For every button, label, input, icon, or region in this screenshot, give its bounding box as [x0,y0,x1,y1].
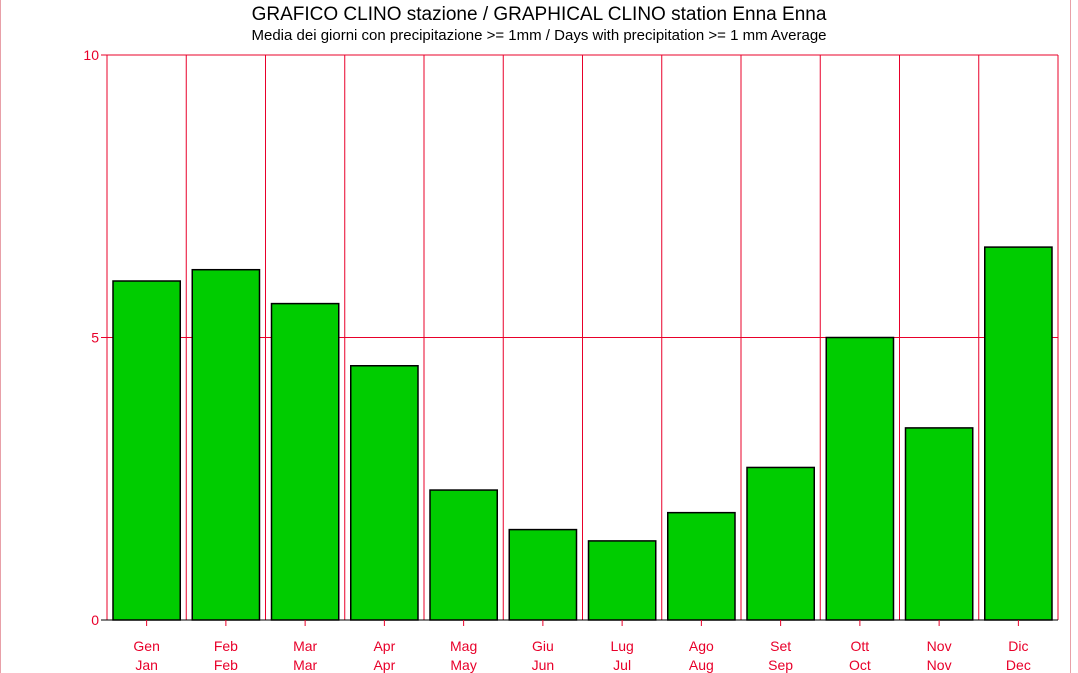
bar-dec [984,246,1053,621]
x-tick-label-it: Ott [851,638,870,654]
x-tick-label-en: Apr [373,657,395,673]
x-tick-label-it: Mag [450,638,477,654]
bar-feb [191,268,261,621]
x-tick-label-it: Lug [610,638,633,654]
bar-may [429,489,498,621]
chart-title: GRAFICO CLINO stazione / GRAPHICAL CLINO… [251,4,827,25]
x-tick-label-en: Feb [214,657,238,673]
y-tick-label: 0 [91,612,99,628]
x-tick-label-it: Ago [689,638,714,654]
y-tick-label: 5 [91,330,99,346]
x-tick-label-it: Dic [1008,638,1028,654]
x-tick-label-it: Giu [532,638,554,654]
x-tick-label-en: Jul [613,657,631,673]
x-tick-label-en: Sep [768,657,793,673]
chart-subtitle: Media dei giorni con precipitazione >= 1… [251,27,827,44]
x-tick-label-en: Aug [689,657,714,673]
x-tick-label-en: May [450,657,476,673]
frame-left-border [0,0,1,673]
x-tick-label-it: Nov [927,638,952,654]
bar-jan [112,280,181,621]
x-tick-label-en: Nov [927,657,952,673]
x-tick-label-it: Feb [214,638,238,654]
bar-aug [667,511,736,621]
bar-sep [746,466,815,621]
y-tick-label: 10 [83,47,99,63]
bar-jul [587,540,657,621]
x-tick-label-en: Jan [135,657,158,673]
x-tick-label-it: Gen [133,638,159,654]
frame-right-border [1070,0,1071,673]
x-tick-label-en: Dec [1006,657,1031,673]
bar-oct [825,336,895,621]
x-tick-label-it: Set [770,638,791,654]
bar-jun [508,528,578,621]
x-tick-label-en: Jun [532,657,555,673]
x-tick-label-en: Mar [293,657,317,673]
x-tick-label-en: Oct [849,657,871,673]
bar-apr [350,365,419,621]
x-tick-label-it: Mar [293,638,317,654]
bar-mar [270,302,340,621]
bar-nov [904,427,974,621]
x-tick-label-it: Apr [373,638,395,654]
